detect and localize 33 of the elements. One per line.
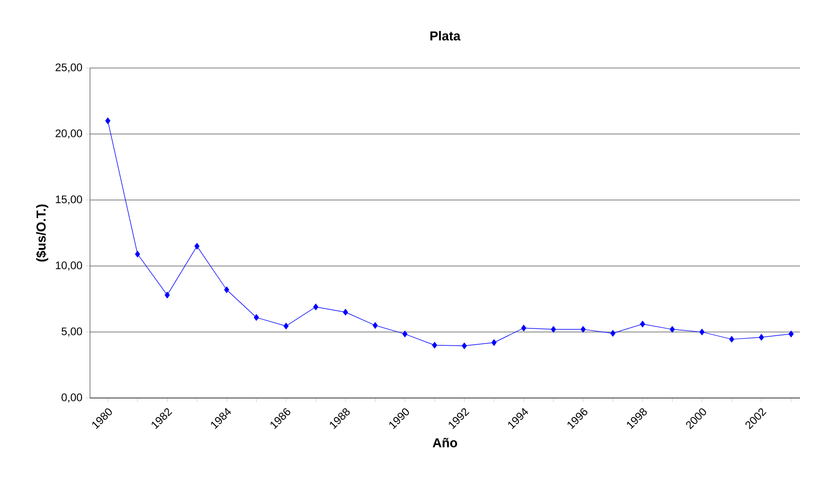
point	[164, 292, 170, 298]
point	[580, 326, 586, 333]
point	[402, 330, 408, 338]
point	[372, 322, 378, 329]
point	[758, 334, 764, 341]
point	[254, 314, 259, 321]
y-tick-label: 5,00	[62, 327, 82, 337]
point	[462, 342, 467, 350]
point	[491, 339, 497, 346]
point	[729, 336, 734, 343]
y-tick-label: 20,00	[56, 129, 82, 139]
point	[313, 304, 318, 310]
point	[610, 330, 616, 337]
point	[284, 322, 289, 330]
point	[194, 242, 200, 250]
point	[550, 326, 556, 333]
y-tick-label: 25,00	[56, 63, 82, 73]
point	[788, 330, 794, 338]
y-tick-label: 10,00	[56, 261, 82, 271]
point	[105, 118, 110, 124]
point	[521, 324, 526, 332]
point	[342, 308, 348, 316]
point	[640, 320, 646, 328]
point	[670, 326, 675, 333]
point	[134, 250, 140, 258]
point	[432, 342, 438, 348]
x-axis-title: Año	[432, 438, 458, 448]
point	[699, 328, 705, 336]
point	[224, 286, 230, 294]
chart-title: Plata	[430, 30, 461, 40]
y-tick-label: 15,00	[56, 195, 82, 205]
y-tick-label: 0,00	[62, 393, 82, 403]
y-axis-title: ($us/O.T.)	[36, 204, 48, 262]
